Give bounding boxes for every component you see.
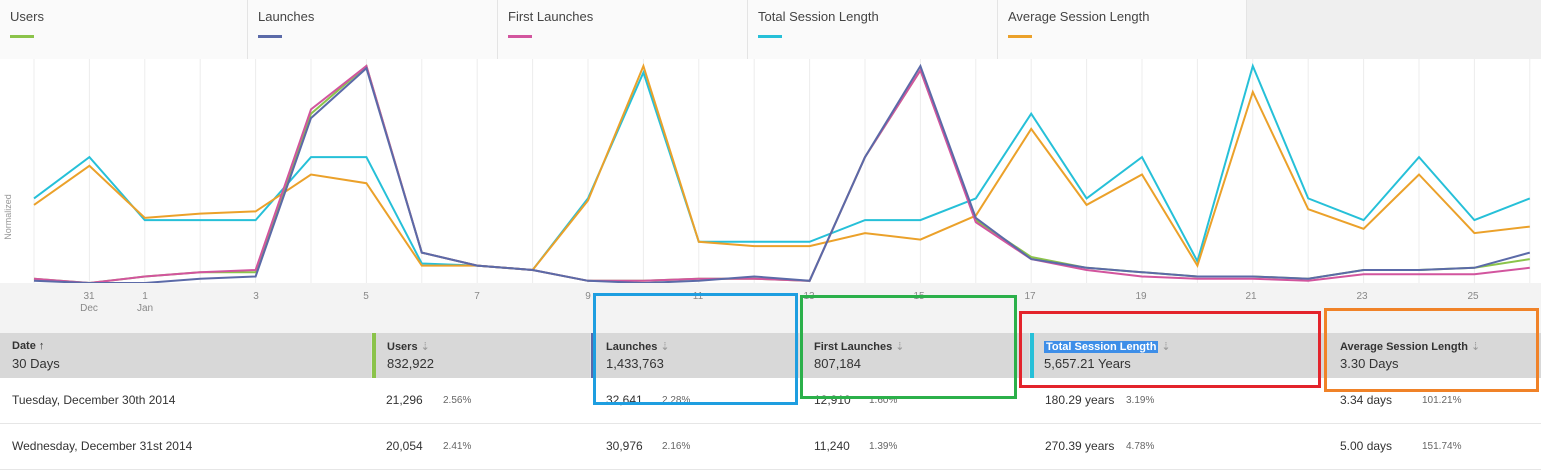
highlight-box-average-session-length <box>1324 308 1539 392</box>
legend-swatch <box>758 35 782 38</box>
cell-average-session-length-percent: 101.21% <box>1422 395 1462 406</box>
legend-label: Launches <box>258 9 315 24</box>
column-header-date[interactable]: Date ↑ 30 Days <box>0 333 371 378</box>
x-tick: 19 <box>1135 291 1147 302</box>
legend-item-first-launches[interactable]: First Launches <box>498 0 748 59</box>
sort-icon[interactable]: ⇣ <box>660 341 670 353</box>
legend-label: Users <box>10 9 44 24</box>
selected-header-text: Total Session Length <box>1044 341 1159 353</box>
series-color-bar <box>1029 333 1034 378</box>
column-header-total-session-length[interactable]: Total Session Length ⇣ 5,657.21 Years <box>1029 333 1325 378</box>
column-header-label: Users ⇣ <box>387 341 430 353</box>
legend-swatch <box>508 35 532 38</box>
column-total: 807,184 <box>814 356 861 371</box>
column-header-first-launches[interactable]: First Launches ⇣ 807,184 <box>799 333 1029 378</box>
column-total: 832,922 <box>387 356 434 371</box>
column-header-label: Average Session Length ⇣ <box>1340 341 1481 353</box>
column-total: 1,433,763 <box>606 356 664 371</box>
x-axis: 31 Dec 1 Jan 3 5 7 9 11 13 15 17 19 21 23 … <box>0 283 1541 333</box>
cell-total-session-length-percent: 3.19% <box>1126 395 1155 406</box>
legend-empty-slot <box>1247 0 1541 59</box>
legend-label: Total Session Length <box>758 9 879 24</box>
line-chart <box>33 59 1531 283</box>
legend-item-average-session-length[interactable]: Average Session Length <box>998 0 1247 59</box>
cell-users-percent: 2.56% <box>443 395 472 406</box>
legend-swatch <box>1008 35 1032 38</box>
chart-legend: Users Launches First Launches Total Sess… <box>0 0 1541 59</box>
column-header-label: First Launches ⇣ <box>814 341 905 353</box>
highlight-box-launches <box>593 293 798 405</box>
sort-ascending-icon[interactable]: ↑ <box>38 340 45 352</box>
x-tick: 21 <box>1245 291 1257 302</box>
x-tick: 25 <box>1467 291 1479 302</box>
cell-launches: 30,976 <box>606 439 643 453</box>
column-header-label: Date ↑ <box>12 340 45 352</box>
x-tick: 31 Dec <box>80 291 98 314</box>
cell-total-session-length: 270.39 years <box>1045 439 1115 453</box>
legend-swatch <box>10 35 34 38</box>
column-total: 30 Days <box>12 356 60 371</box>
x-tick: 23 <box>1356 291 1368 302</box>
cell-first-launches: 11,240 <box>814 439 850 453</box>
x-tick: 7 <box>474 291 480 302</box>
table-header: Date ↑ 30 Days Users ⇣ 832,922 Launches ⇣ 1… <box>0 333 1541 378</box>
highlight-box-first-launches <box>800 295 1017 399</box>
legend-item-users[interactable]: Users <box>0 0 248 59</box>
series-line-average-session-length <box>33 63 1530 272</box>
column-header-average-session-length[interactable]: Average Session Length ⇣ 3.30 Days <box>1325 333 1541 378</box>
cell-average-session-length: 3.34 days <box>1340 393 1393 407</box>
series-line-launches <box>33 63 1531 283</box>
x-tick: 5 <box>363 291 369 302</box>
series-color-bar <box>590 333 595 378</box>
legend-item-launches[interactable]: Launches <box>248 0 498 59</box>
cell-average-session-length: 5.00 days <box>1340 439 1393 453</box>
column-header-label: Launches ⇣ <box>606 341 670 353</box>
highlight-box-total-session-length <box>1019 311 1321 388</box>
legend-label: First Launches <box>508 9 594 24</box>
column-header-users[interactable]: Users ⇣ 832,922 <box>371 333 590 378</box>
x-tick: 17 <box>1024 291 1036 302</box>
cell-first-launches-percent: 1.60% <box>869 395 898 406</box>
x-tick: 3 <box>253 291 259 302</box>
cell-date: Wednesday, December 31st 2014 <box>12 439 193 453</box>
sort-icon[interactable]: ⇣ <box>1161 341 1171 353</box>
column-header-label: Total Session Length ⇣ <box>1044 340 1171 353</box>
cell-users: 21,296 <box>386 393 423 407</box>
column-total: 3.30 Days <box>1340 356 1399 371</box>
legend-item-total-session-length[interactable]: Total Session Length <box>748 0 998 59</box>
legend-swatch <box>258 35 282 38</box>
sort-icon[interactable]: ⇣ <box>895 341 905 353</box>
x-tick: 9 <box>585 291 591 302</box>
series-line-users <box>33 64 1530 283</box>
x-tick: 1 Jan <box>136 291 154 314</box>
table-row[interactable]: Wednesday, December 31st 2014 20,054 2.4… <box>0 424 1541 470</box>
x-tick: 11 <box>692 291 704 302</box>
sort-icon[interactable]: ⇣ <box>1470 341 1481 353</box>
cell-users: 20,054 <box>386 439 423 453</box>
cell-date: Tuesday, December 30th 2014 <box>12 393 176 407</box>
series-color-bar <box>371 333 376 378</box>
series-line-total-session-length <box>33 62 1531 272</box>
column-total: 5,657.21 Years <box>1044 356 1131 371</box>
series-line-first-launches <box>33 64 1530 283</box>
column-header-launches[interactable]: Launches ⇣ 1,433,763 <box>590 333 799 378</box>
legend-label: Average Session Length <box>1008 9 1150 24</box>
sort-icon[interactable]: ⇣ <box>420 341 430 353</box>
cell-launches-percent: 2.28% <box>662 395 691 406</box>
cell-total-session-length: 180.29 years <box>1045 393 1115 407</box>
